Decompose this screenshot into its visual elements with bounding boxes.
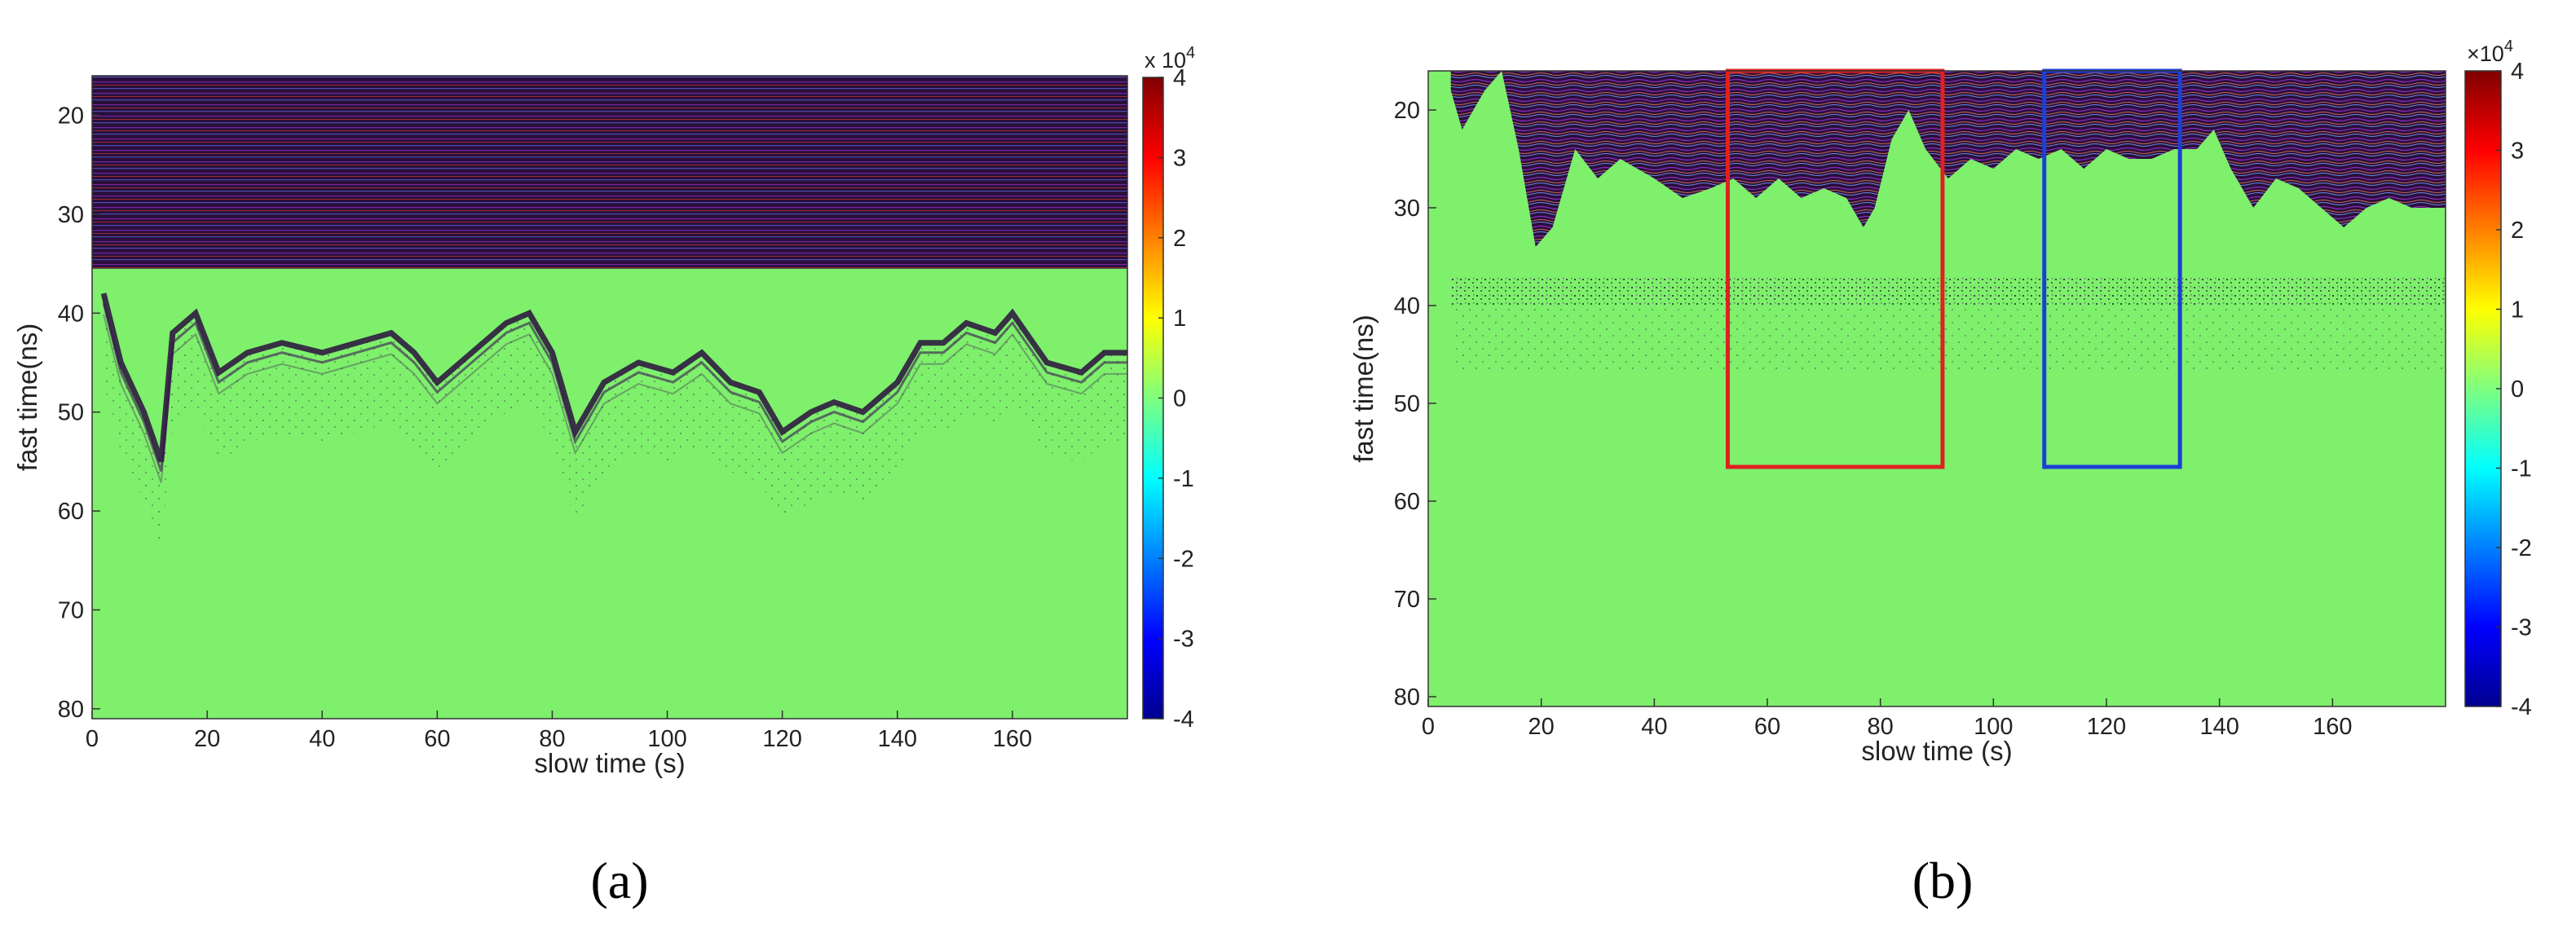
x-tick-label: 40 — [309, 726, 335, 752]
x-tick-label: 80 — [1868, 714, 1894, 740]
x-tick-label: 20 — [194, 726, 220, 752]
panel-caption: (a) — [590, 852, 648, 909]
edge-strip — [1428, 71, 1451, 706]
colorbar-tick-label: -3 — [2511, 615, 2532, 641]
colorbar-tick-label: 0 — [2511, 376, 2524, 403]
colorbar-tick-label: 1 — [1173, 306, 1186, 332]
colorbar-tick-label: -1 — [1173, 466, 1194, 492]
panel-a: 0 20 40 60 80 100 120 140 16020304050607080slow … — [12, 44, 1195, 909]
reflection-scatter — [1450, 306, 2446, 374]
x-tick-label: 0 — [86, 726, 99, 752]
x-tick-label: 140 — [2199, 714, 2239, 740]
x-tick-label: 80 — [539, 726, 565, 752]
colorbar-exponent: ×104 — [2467, 37, 2513, 66]
colorbar-tick-label: 2 — [2511, 218, 2524, 244]
x-tick-label: 160 — [993, 726, 1032, 752]
y-tick-label: 80 — [58, 697, 84, 723]
colorbar-tick-label: 0 — [1173, 386, 1186, 412]
x-tick-label: 120 — [2087, 714, 2126, 740]
x-tick-label: 20 — [1528, 714, 1555, 740]
hyperbola-ridge-echo — [102, 302, 1127, 472]
x-tick-label: 60 — [424, 726, 450, 752]
colorbar-tick-label: 2 — [1173, 226, 1186, 252]
y-tick-label: 80 — [1394, 684, 1420, 711]
x-tick-label: 140 — [878, 726, 917, 752]
y-tick-label: 30 — [1394, 196, 1420, 222]
x-tick-label: 40 — [1641, 714, 1667, 740]
colorbar-tick-label: -4 — [2511, 694, 2532, 720]
colorbar-tick-label: -2 — [1173, 546, 1194, 572]
direct-wave-band — [92, 76, 1127, 269]
plot-frame — [91, 75, 1128, 720]
colorbar-tick-label: 1 — [2511, 297, 2524, 323]
y-tick-label: 40 — [1394, 293, 1420, 319]
y-tick-label: 50 — [1394, 391, 1420, 417]
x-tick-label: 120 — [762, 726, 801, 752]
hyperbola-ridge — [100, 293, 1127, 463]
colorbar-tick-label: 3 — [2511, 139, 2524, 165]
colorbar-tick-label: 4 — [1173, 65, 1186, 91]
y-tick-label: 70 — [1394, 587, 1420, 613]
colorbar-tick-label: -2 — [2511, 535, 2532, 561]
y-axis-label: fast time(ns) — [1348, 315, 1378, 463]
reflection-band — [1450, 276, 2446, 306]
panel-b: 0 20 40 60 80 100 120 140 16020304050607080slow … — [1348, 37, 2532, 909]
colorbar-tick-label: -4 — [1173, 706, 1194, 733]
x-tick-label: 60 — [1754, 714, 1780, 740]
y-tick-label: 70 — [58, 597, 84, 623]
y-tick-label: 50 — [58, 400, 84, 426]
hyperbola-ridge-echo — [103, 314, 1127, 483]
panel-caption: (b) — [1912, 852, 1974, 909]
plot-frame — [1427, 70, 2446, 707]
colorbar-tick-label: 3 — [1173, 145, 1186, 171]
x-axis-label: slow time (s) — [534, 748, 685, 778]
y-axis-label: fast time(ns) — [12, 323, 42, 472]
colorbar — [2464, 70, 2502, 707]
clutter-region — [1445, 71, 2446, 247]
x-tick-label: 100 — [647, 726, 686, 752]
y-tick-label: 20 — [1394, 98, 1420, 124]
y-tick-label: 20 — [58, 103, 84, 130]
x-tick-label: 160 — [2313, 714, 2352, 740]
colorbar-tick-label: 4 — [2511, 59, 2524, 85]
colorbar-exponent: x 104 — [1145, 44, 1195, 73]
y-tick-label: 30 — [58, 202, 84, 228]
colorbar-tick-label: -1 — [2511, 456, 2532, 482]
x-tick-label: 100 — [1974, 714, 2013, 740]
x-axis-label: slow time (s) — [1861, 736, 2012, 766]
y-tick-label: 60 — [1394, 489, 1420, 515]
y-tick-label: 60 — [58, 499, 84, 525]
x-tick-label: 0 — [1422, 714, 1435, 740]
reflection-scatter — [104, 293, 1128, 552]
y-tick-label: 40 — [58, 301, 84, 327]
colorbar-tick-label: -3 — [1173, 627, 1194, 653]
